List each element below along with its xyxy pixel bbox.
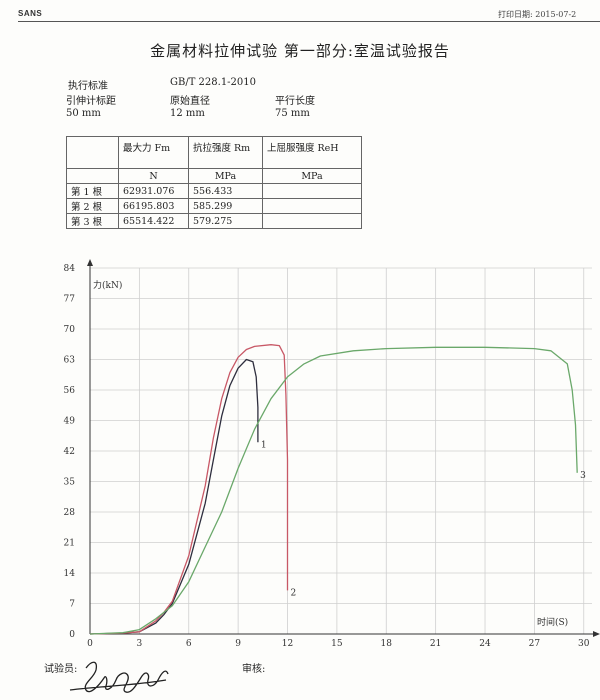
x-tick-label: 15 xyxy=(331,639,343,649)
y-tick-label: 28 xyxy=(64,508,76,518)
print-date: 打印日期: 2015-07-2 xyxy=(498,10,577,19)
x-tick-label: 21 xyxy=(430,639,441,649)
standard-value: GB/T 228.1-2010 xyxy=(170,77,257,88)
y-tick-label: 70 xyxy=(64,325,76,335)
results-table: 最大力 Fm 抗拉强度 Rm 上屈服强度 ReH N MPa MPa 第 1 根… xyxy=(66,136,362,229)
series-end-label: 1 xyxy=(261,440,267,450)
report-title: 金属材料拉伸试验 第一部分:室温试验报告 xyxy=(150,42,450,60)
x-axis-title: 时间(S) xyxy=(537,616,568,628)
x-tick-label: 9 xyxy=(235,639,241,649)
x-tick-label: 0 xyxy=(87,639,93,649)
x-tick-label: 12 xyxy=(282,639,293,649)
brand-logo-text: SANS xyxy=(18,9,43,18)
table-header-cell: 上屈服强度 ReH xyxy=(262,136,362,169)
x-tick-label: 6 xyxy=(186,639,192,649)
series-end-label: 2 xyxy=(291,588,297,598)
x-tick-label: 27 xyxy=(529,639,541,649)
y-tick-label: 14 xyxy=(64,569,76,579)
gauge-length-label: 引伸计标距 xyxy=(66,96,116,107)
table-cell xyxy=(262,213,362,229)
x-tick-label: 3 xyxy=(137,639,143,649)
parallel-length-label: 平行长度 xyxy=(275,96,315,107)
tester-label: 试验员: xyxy=(44,664,78,675)
series-line-1 xyxy=(89,358,259,635)
y-tick-label: 63 xyxy=(64,356,76,366)
diameter-value: 12 mm xyxy=(170,108,205,119)
y-tick-label: 7 xyxy=(69,600,75,610)
y-tick-label: 77 xyxy=(64,295,76,305)
series-end-label: 3 xyxy=(580,471,586,481)
y-axis-arrow xyxy=(87,259,93,266)
y-tick-label: 84 xyxy=(64,264,76,274)
table-header-row: 最大力 Fm 抗拉强度 Rm 上屈服强度 ReH xyxy=(66,136,362,169)
series-line-3 xyxy=(89,346,578,635)
x-tick-label: 24 xyxy=(479,639,491,649)
parallel-length-value: 75 mm xyxy=(275,108,310,119)
y-tick-label: 49 xyxy=(64,417,76,427)
x-tick-label: 18 xyxy=(381,639,393,649)
y-tick-label: 35 xyxy=(64,478,76,488)
standard-label: 执行标准 xyxy=(68,81,108,92)
x-axis-arrow xyxy=(593,631,600,637)
reviewer-label: 审核: xyxy=(242,664,266,675)
series-line-2 xyxy=(89,344,289,635)
y-tick-label: 21 xyxy=(64,539,75,549)
y-tick-label: 42 xyxy=(64,447,75,457)
gauge-length-value: 50 mm xyxy=(66,108,101,119)
x-tick-label: 30 xyxy=(578,639,590,649)
table-row: 第 3 根 65514.422 579.275 xyxy=(66,213,362,229)
diameter-label: 原始直径 xyxy=(170,96,210,107)
y-tick-label: 0 xyxy=(69,630,75,640)
y-tick-label: 56 xyxy=(64,386,76,396)
y-axis-title: 力(kN) xyxy=(93,279,122,291)
header-rule xyxy=(18,21,600,22)
